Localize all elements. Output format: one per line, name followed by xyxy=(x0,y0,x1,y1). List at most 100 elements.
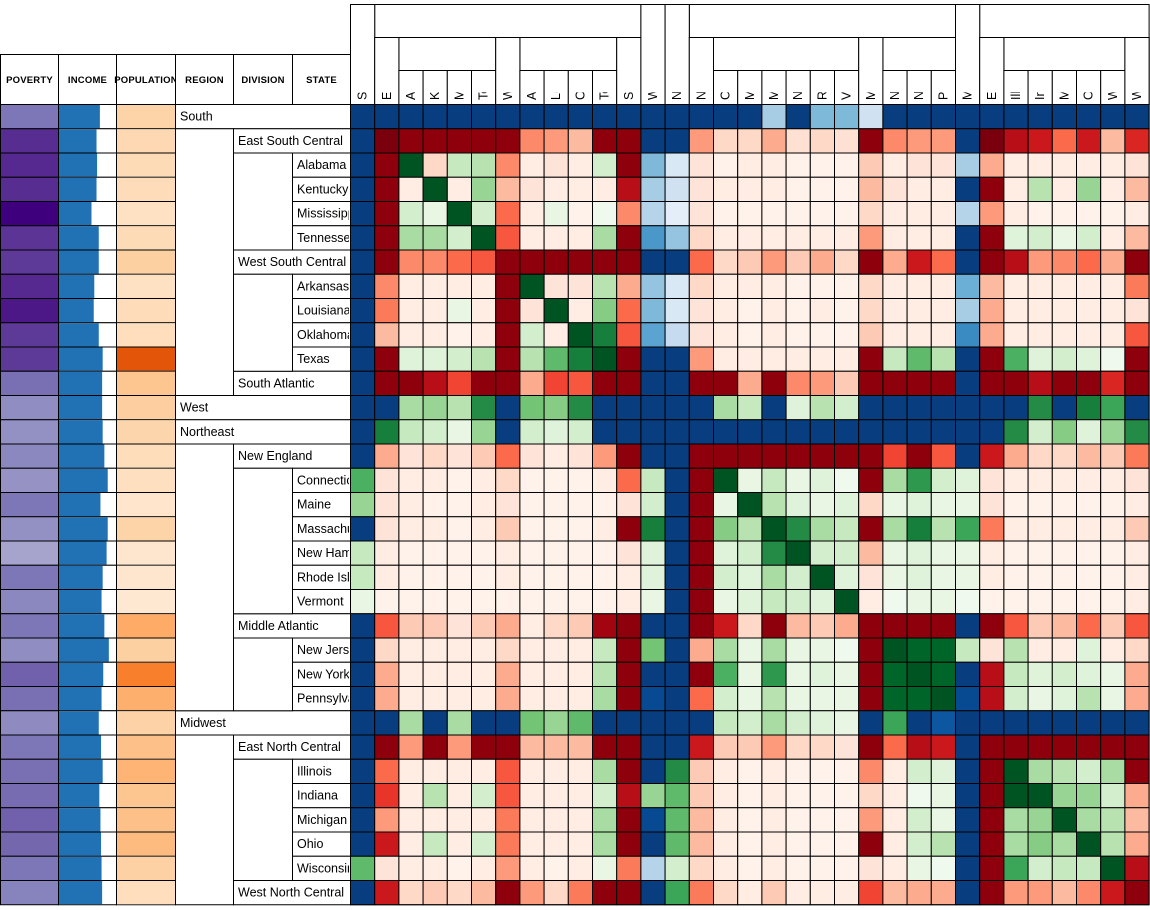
cell-michigan-maine xyxy=(737,807,763,833)
cell-oklahoma-alabama xyxy=(398,322,424,348)
cell-ohio-arkansas xyxy=(519,831,545,857)
cell-west-north-central-illinois xyxy=(1003,880,1029,906)
cell-new-jersey-northeast xyxy=(664,637,690,663)
cell-louisiana-alabama xyxy=(398,298,424,324)
cell-massachusetts-wisconsin xyxy=(1100,516,1126,542)
cell-east-south-central-vermont xyxy=(834,128,860,154)
cell-south-louisiana xyxy=(543,104,569,130)
population-bar-new-york xyxy=(117,662,175,686)
cell-new-england-east-south-central xyxy=(374,443,400,469)
cell-new-hampshire-east-south-central xyxy=(374,540,400,566)
cell-maine-middle-atlantic xyxy=(858,492,884,518)
cell-south-atlantic-new-jersey xyxy=(882,370,908,396)
cell-louisiana-new-hampshire xyxy=(785,298,811,324)
row-label-illinois: Illinois xyxy=(297,764,332,778)
income-bar-south-atlantic xyxy=(59,371,103,395)
cell-alabama-indiana xyxy=(1027,152,1053,178)
cell-arkansas-new-hampshire xyxy=(785,273,811,299)
cell-vermont-texas xyxy=(592,589,618,615)
cell-michigan-indiana xyxy=(1027,807,1053,833)
cell-massachusetts-south-atlantic xyxy=(616,516,642,542)
cell-new-england-new-england xyxy=(688,443,714,469)
cell-west-south-central-texas xyxy=(592,249,618,275)
cell-mississippi-ohio xyxy=(1076,201,1102,227)
cell-west-new-england xyxy=(688,395,714,421)
cell-new-jersey-massachusetts xyxy=(761,637,787,663)
poverty-bar-ohio xyxy=(0,831,59,857)
cell-tennessee-michigan xyxy=(1051,225,1078,251)
cell-texas-michigan xyxy=(1051,346,1078,372)
cell-new-hampshire-rhode-island xyxy=(809,540,835,566)
cell-middle-atlantic-rhode-island xyxy=(809,613,835,639)
cell-south-atlantic-michigan xyxy=(1051,370,1078,396)
cell-pennsylvania-tennessee xyxy=(471,686,497,712)
cell-indiana-east-north-central xyxy=(979,783,1005,809)
cell-new-york-east-north-central xyxy=(979,661,1005,687)
cell-maine-vermont xyxy=(834,492,860,518)
cell-new-hampshire-texas xyxy=(592,540,618,566)
income-bar-west-south-central xyxy=(59,250,99,274)
cell-illinois-west-south-central xyxy=(495,758,521,784)
cell-new-hampshire-new-jersey xyxy=(882,540,908,566)
cell-pennsylvania-new-hampshire xyxy=(785,686,811,712)
cell-south-west-north-central xyxy=(1124,104,1150,130)
cell-west-south-central-northeast xyxy=(664,249,690,275)
cell-rhode-island-vermont xyxy=(834,564,860,590)
cell-northeast-maine xyxy=(737,419,763,445)
cell-vermont-connecticut xyxy=(713,589,739,615)
cell-connecticut-south-atlantic xyxy=(616,467,642,493)
cell-new-york-new-england xyxy=(688,661,714,687)
cell-rhode-island-mississippi xyxy=(446,564,472,590)
row-label-rhode-island: Rhode Island xyxy=(297,570,371,584)
poverty-bar-michigan xyxy=(0,807,59,833)
cell-new-hampshire-vermont xyxy=(834,540,860,566)
row-label-northeast: Northeast xyxy=(180,425,235,439)
cell-new-hampshire-west-south-central xyxy=(495,540,521,566)
cell-tennessee-arkansas xyxy=(519,225,545,251)
cell-connecticut-ohio xyxy=(1076,467,1102,493)
population-bar-pennsylvania xyxy=(117,687,175,711)
cell-west-south-central-east-south-central xyxy=(374,249,400,275)
cell-massachusetts-new-england xyxy=(688,516,714,542)
cell-south-east-south-central xyxy=(374,104,400,130)
cell-texas-pennsylvania xyxy=(930,346,956,372)
cell-new-york-connecticut xyxy=(713,661,739,687)
cell-michigan-illinois xyxy=(1003,807,1029,833)
income-bar-vermont xyxy=(59,590,102,614)
cell-kentucky-rhode-island xyxy=(809,176,835,202)
cell-west-north-central-mississippi xyxy=(446,880,472,906)
population-bar-new-jersey xyxy=(117,638,175,662)
cell-east-north-central-midwest xyxy=(955,734,981,760)
cell-west-wisconsin xyxy=(1100,395,1126,421)
cell-ohio-rhode-island xyxy=(809,831,835,857)
cell-east-north-central-east-north-central xyxy=(979,734,1005,760)
column-label-rhode-island: Rhode Island xyxy=(815,26,829,100)
cell-new-england-massachusetts xyxy=(761,443,787,469)
cell-massachusetts-indiana xyxy=(1027,516,1053,542)
cell-east-north-central-alabama xyxy=(398,734,424,760)
cell-vermont-west xyxy=(640,589,666,615)
cell-louisiana-wisconsin xyxy=(1100,298,1126,324)
row-indent-block xyxy=(233,758,293,881)
poverty-bar-south-atlantic xyxy=(0,370,59,396)
cell-wisconsin-west-south-central xyxy=(495,855,521,881)
cell-new-hampshire-new-hampshire xyxy=(785,540,811,566)
cell-massachusetts-east-south-central xyxy=(374,516,400,542)
column-label-midwest: Midwest xyxy=(961,54,975,100)
cell-middle-atlantic-ohio xyxy=(1076,613,1102,639)
cell-middle-atlantic-south-atlantic xyxy=(616,613,642,639)
cell-louisiana-arkansas xyxy=(519,298,545,324)
cell-illinois-illinois xyxy=(1003,758,1029,784)
cell-louisiana-middle-atlantic xyxy=(858,298,884,324)
cell-west-rhode-island xyxy=(809,395,835,421)
population-bar-new-england xyxy=(117,444,175,468)
cell-west-tennessee xyxy=(471,395,497,421)
cell-massachusetts-kentucky xyxy=(422,516,448,542)
cell-rhode-island-new-hampshire xyxy=(785,564,811,590)
cell-indiana-michigan xyxy=(1051,783,1078,809)
cell-east-south-central-louisiana xyxy=(543,128,569,154)
cell-connecticut-middle-atlantic xyxy=(858,467,884,493)
cell-new-hampshire-connecticut xyxy=(713,540,739,566)
cell-new-jersey-south xyxy=(350,637,376,663)
cell-midwest-michigan xyxy=(1051,710,1078,736)
